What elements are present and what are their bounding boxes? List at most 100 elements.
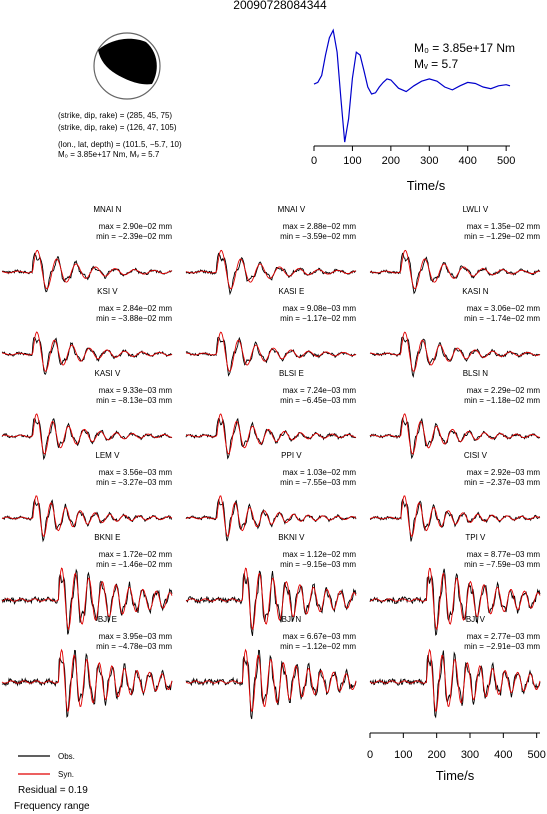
min-label: min = −3.88e−02 mm [96, 314, 172, 323]
station-label: BJI V [466, 615, 486, 624]
stf-tick-label: 200 [382, 155, 400, 167]
waveform-tick-label: 500 [527, 749, 545, 761]
frequency-range-label: Frequency range [14, 801, 90, 812]
waveform-xlabel: Time/s [436, 768, 475, 783]
station-label: MNAI N [93, 205, 121, 214]
min-label: min = −2.39e−02 mm [96, 232, 172, 241]
mechanism-line3: (lon., lat, depth) = (101.5, −5.7, 10) [58, 140, 182, 149]
residual-label: Residual = 0.19 [18, 785, 88, 796]
max-label: max = 2.90e−02 mm [99, 222, 173, 231]
observed-trace [369, 416, 541, 460]
station-label: BKNI E [94, 533, 120, 542]
station-label: PPI V [281, 451, 302, 460]
max-label: max = 3.06e−02 mm [467, 304, 541, 313]
observed-trace [370, 498, 541, 542]
min-label: min = −9.15e−03 mm [280, 560, 356, 569]
min-label: min = −7.59e−03 mm [464, 560, 540, 569]
observed-trace [185, 570, 357, 636]
synthetic-trace [1, 413, 172, 455]
waveform-tick-label: 300 [461, 749, 479, 761]
synthetic-trace [1, 567, 173, 631]
observed-trace [1, 336, 173, 376]
min-label: min = −1.46e−02 mm [96, 560, 172, 569]
observed-trace [1, 418, 173, 461]
observed-trace [185, 498, 357, 542]
min-label: min = −7.55e−03 mm [280, 478, 356, 487]
mechanism-line2: (strike, dip, rake) = (126, 47, 105) [58, 123, 177, 132]
stf-tick-label: 400 [459, 155, 477, 167]
observed-trace [185, 252, 357, 296]
min-label: min = −1.17e−02 mm [280, 314, 356, 323]
max-label: max = 1.12e−02 mm [283, 550, 357, 559]
station-label: BJI E [98, 615, 117, 624]
min-label: min = −2.37e−03 mm [464, 478, 540, 487]
stf-m0-annotation: M₀ = 3.85e+17 Nm [414, 41, 515, 55]
synthetic-trace [185, 249, 357, 290]
min-label: min = −1.74e−02 mm [464, 314, 540, 323]
max-label: max = 1.03e−02 mm [283, 468, 357, 477]
station-label: BLSI E [279, 369, 304, 378]
synthetic-trace [185, 413, 357, 455]
mechanism-line1: (strike, dip, rake) = (285, 45, 75) [58, 111, 172, 120]
stf-xlabel: Time/s [407, 178, 446, 193]
max-label: max = 2.84e−02 mm [99, 304, 173, 313]
observed-trace [1, 498, 173, 543]
synthetic-trace [185, 648, 357, 713]
max-label: max = 9.33e−03 mm [99, 386, 173, 395]
beachball-icon [93, 32, 161, 100]
max-label: max = 2.88e−02 mm [283, 222, 357, 231]
observed-trace [1, 649, 173, 718]
waveform-tick-label: 0 [367, 749, 373, 761]
min-label: min = −1.29e−02 mm [464, 232, 540, 241]
max-label: max = 3.95e−03 mm [99, 632, 173, 641]
legend-syn: Syn. [58, 770, 74, 779]
min-label: min = −1.12e−02 mm [280, 642, 356, 651]
min-label: min = −2.91e−03 mm [464, 642, 540, 651]
waveform-tick-label: 400 [494, 749, 512, 761]
station-label: CISI V [464, 451, 488, 460]
min-label: min = −6.45e−03 mm [280, 396, 356, 405]
synthetic-trace [2, 331, 173, 372]
stf-tick-label: 300 [420, 155, 438, 167]
min-label: min = −8.13e−03 mm [96, 396, 172, 405]
stf-tick-label: 0 [311, 155, 317, 167]
station-label: BKNI V [278, 533, 305, 542]
min-label: min = −1.18e−02 mm [464, 396, 540, 405]
stf-series-line [313, 28, 511, 143]
synthetic-trace [370, 331, 541, 372]
station-label: BLSI N [463, 369, 489, 378]
max-label: max = 6.67e−03 mm [283, 632, 357, 641]
observed-trace [369, 336, 541, 379]
max-label: max = 1.35e−02 mm [467, 222, 541, 231]
synthetic-trace [1, 249, 173, 290]
synthetic-trace [369, 413, 541, 455]
max-label: max = 1.72e−02 mm [99, 550, 173, 559]
station-label: MNAI V [278, 205, 306, 214]
max-label: max = 2.29e−02 mm [467, 386, 541, 395]
min-label: min = −3.27e−03 mm [96, 478, 172, 487]
station-label: KASI V [95, 369, 121, 378]
station-label: LEM V [95, 451, 120, 460]
station-label: KASI E [279, 287, 305, 296]
observed-trace [185, 336, 357, 377]
station-label: BJI N [282, 615, 302, 624]
waveform-tick-label: 100 [394, 749, 412, 761]
station-label: KSI V [97, 287, 118, 296]
max-label: max = 7.24e−03 mm [283, 386, 357, 395]
waveform-tick-label: 200 [427, 749, 445, 761]
synthetic-trace [1, 648, 173, 713]
stf-tick-label: 500 [497, 155, 515, 167]
